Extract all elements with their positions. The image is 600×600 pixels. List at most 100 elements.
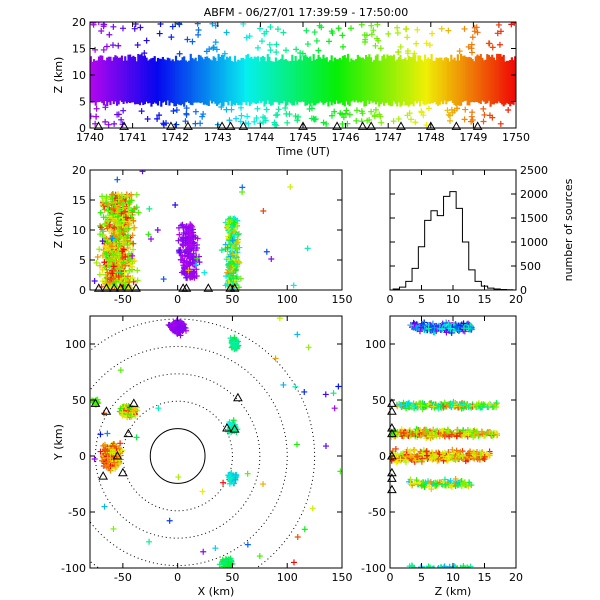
source-point xyxy=(110,251,117,258)
source-point xyxy=(467,565,470,568)
station-marker xyxy=(166,121,176,130)
source-point xyxy=(119,248,126,255)
source-point xyxy=(407,448,414,455)
station-marker xyxy=(109,283,119,292)
source-point xyxy=(105,207,112,214)
station-marker xyxy=(238,121,249,130)
source-point xyxy=(497,28,504,35)
source-point xyxy=(460,401,467,408)
source-point xyxy=(271,119,278,126)
source-point xyxy=(488,431,495,438)
source-point xyxy=(436,457,443,464)
source-point xyxy=(109,235,116,242)
source-point xyxy=(107,449,114,456)
source-point xyxy=(311,29,318,36)
source-point xyxy=(176,50,183,57)
source-point xyxy=(239,189,246,196)
source-point xyxy=(143,37,150,44)
source-point xyxy=(480,401,487,408)
station-marker xyxy=(183,121,193,130)
source-point xyxy=(123,258,130,265)
source-point xyxy=(138,108,145,115)
station-marker xyxy=(112,450,123,460)
source-point xyxy=(495,22,502,28)
source-point xyxy=(292,383,299,390)
source-point xyxy=(417,400,424,407)
source-point xyxy=(133,191,140,198)
source-point xyxy=(431,324,438,331)
source-point xyxy=(301,526,308,533)
source-point xyxy=(106,228,113,235)
source-point xyxy=(293,441,300,448)
source-point xyxy=(176,247,183,254)
source-point xyxy=(156,30,163,37)
source-point xyxy=(280,29,287,36)
source-point xyxy=(423,452,430,459)
source-point xyxy=(444,426,451,433)
source-point xyxy=(192,108,199,115)
source-point xyxy=(448,430,455,437)
source-point xyxy=(131,224,138,231)
source-point xyxy=(456,565,458,568)
source-point xyxy=(110,234,117,241)
station-marker xyxy=(115,283,126,292)
source-point xyxy=(274,111,281,118)
source-point xyxy=(108,191,115,198)
source-point xyxy=(411,447,418,454)
source-point xyxy=(120,259,127,266)
time-height-xtick-label: 1747 xyxy=(374,131,402,144)
station-marker xyxy=(472,121,483,130)
source-point xyxy=(447,117,454,124)
source-point xyxy=(129,263,136,270)
source-point xyxy=(99,266,106,273)
source-point xyxy=(459,565,466,568)
source-point xyxy=(474,29,481,36)
source-point xyxy=(493,404,500,411)
source-point xyxy=(218,247,225,254)
source-point xyxy=(110,205,117,212)
source-point xyxy=(104,430,111,437)
source-point xyxy=(101,221,108,228)
source-point xyxy=(426,42,433,49)
station-marker xyxy=(119,121,129,130)
source-point xyxy=(340,43,347,50)
source-point xyxy=(423,403,430,410)
source-point xyxy=(105,256,112,263)
station-marker xyxy=(387,467,397,477)
source-point xyxy=(267,23,274,30)
source-point xyxy=(419,451,426,458)
source-point xyxy=(227,264,234,271)
source-point xyxy=(233,244,240,251)
station-marker xyxy=(387,406,397,415)
source-point xyxy=(460,480,467,487)
source-point xyxy=(209,22,216,27)
source-point xyxy=(331,108,338,115)
source-point xyxy=(213,46,220,53)
source-point xyxy=(225,233,232,240)
height-y-panel: 0 5 10 15 20 -100 -50 0 50 100 Z (km) xyxy=(361,315,523,598)
source-point xyxy=(115,111,122,118)
source-point xyxy=(481,111,488,118)
source-point xyxy=(414,453,421,460)
source-point xyxy=(184,36,191,43)
source-point xyxy=(228,106,235,113)
source-point xyxy=(182,118,189,125)
source-point xyxy=(474,428,481,435)
source-point xyxy=(109,42,116,49)
source-point xyxy=(480,118,487,125)
source-point xyxy=(306,105,313,112)
time-height-ytick-label: 10 xyxy=(72,69,86,82)
plan-view-xtick-label: -50 xyxy=(114,571,132,584)
source-point xyxy=(260,208,267,215)
source-point xyxy=(418,458,425,465)
source-point xyxy=(473,24,480,31)
source-point xyxy=(225,559,232,566)
station-marker xyxy=(90,398,101,407)
source-point xyxy=(102,242,109,249)
station-marker xyxy=(181,283,192,292)
source-point xyxy=(484,450,491,457)
source-point xyxy=(129,252,136,259)
source-point xyxy=(181,270,188,277)
source-point xyxy=(452,456,459,463)
station-marker xyxy=(298,121,308,130)
